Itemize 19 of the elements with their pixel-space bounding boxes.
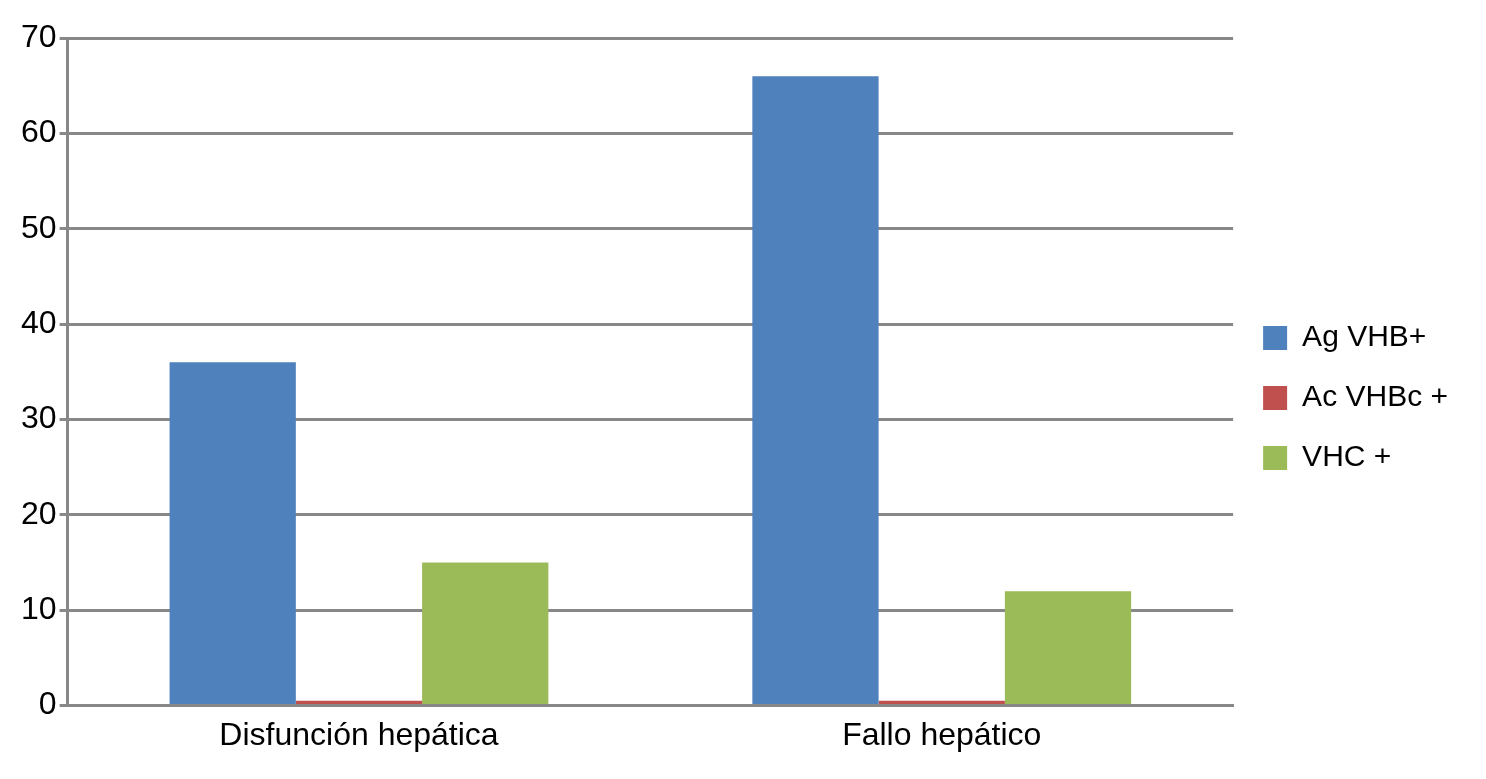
legend-label: Ac VHBc +: [1302, 379, 1449, 413]
bar: [752, 76, 879, 705]
bar: [422, 562, 549, 705]
bar: [1004, 591, 1132, 705]
bar: [295, 700, 423, 705]
legend-label: Ag VHB+: [1302, 319, 1427, 353]
bar: [169, 362, 296, 705]
y-tick-label: 10: [21, 590, 57, 627]
y-tick-label: 70: [21, 17, 57, 54]
x-tick-label: Disfunción hepática: [219, 715, 499, 752]
y-tick-label: 50: [21, 208, 57, 245]
legend-label: VHC +: [1302, 439, 1392, 473]
y-tick-label: 30: [21, 399, 57, 436]
y-tick-label: 0: [38, 685, 57, 722]
bar: [878, 700, 1005, 705]
x-tick-label: Fallo hepático: [842, 715, 1042, 752]
y-tick-label: 60: [21, 113, 57, 150]
y-tick-label: 40: [21, 303, 57, 340]
y-tick-label: 20: [21, 494, 57, 531]
